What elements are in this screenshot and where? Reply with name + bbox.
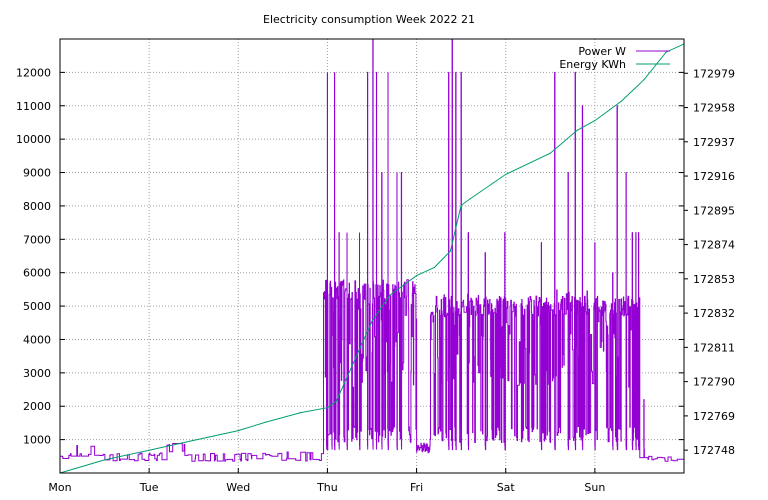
energy-point	[594, 119, 596, 122]
energy-line	[59, 43, 685, 474]
y-left-tick-label: 3000	[23, 367, 51, 380]
energy-point	[371, 320, 373, 322]
y-right-tick-label: 172832	[693, 307, 735, 320]
y-right-tick-label: 172937	[693, 136, 735, 149]
energy-point	[576, 129, 578, 131]
energy-point	[300, 412, 302, 414]
y-left-tick-label: 9000	[23, 167, 51, 180]
series-power	[60, 38, 684, 462]
y-right-tick-label: 172916	[693, 170, 735, 183]
power-line	[60, 38, 684, 462]
energy-point	[621, 100, 623, 102]
y-right-tick-label: 172895	[693, 204, 735, 217]
legend: Power W Energy KWh	[559, 45, 670, 71]
energy-point	[264, 421, 266, 424]
energy-point	[643, 79, 645, 81]
y-right-tick-label: 172958	[693, 102, 735, 115]
y-left-tick-label: 6000	[23, 267, 51, 280]
y-left-tick-label: 4000	[23, 333, 51, 346]
y-right-axis: 172748 172769 172790 172811 172832 172853 1728…	[684, 67, 735, 457]
legend-label-power: Power W	[578, 45, 626, 58]
energy-point	[460, 204, 462, 207]
y-right-tick-label: 172874	[693, 239, 735, 252]
y-right-tick-label: 172853	[693, 273, 735, 286]
x-tick-label: Thu	[316, 481, 338, 494]
x-axis: Mon Tue Wed Thu Fri Sat Sun	[48, 468, 605, 494]
chart-title: Electricity consumption Week 2022 21	[263, 13, 475, 26]
y-left-tick-label: 10000	[16, 133, 51, 146]
y-right-tick-label: 172769	[693, 410, 735, 423]
energy-point	[335, 400, 337, 402]
y-left-tick-label: 1000	[23, 434, 51, 447]
plot-frame	[59, 38, 685, 474]
y-right-tick-label: 172979	[693, 67, 735, 80]
energy-point	[193, 439, 195, 441]
x-tick-label: Tue	[139, 481, 159, 494]
energy-point	[326, 407, 329, 409]
energy-point	[505, 173, 507, 176]
x-tick-label: Sun	[584, 481, 605, 494]
y-left-tick-label: 5000	[23, 300, 51, 313]
energy-point	[148, 449, 150, 451]
y-left-tick-label: 8000	[23, 200, 51, 213]
y-left-tick-label: 12000	[16, 66, 51, 79]
energy-point	[469, 198, 471, 200]
energy-point	[433, 266, 435, 269]
y-right-tick-label: 172790	[693, 376, 735, 389]
y-left-tick-label: 2000	[23, 400, 51, 413]
energy-point	[389, 294, 391, 296]
y-right-tick-label: 172811	[693, 341, 735, 354]
energy-point	[103, 459, 106, 461]
energy-point	[415, 274, 418, 277]
energy-point	[665, 51, 667, 53]
energy-point	[449, 250, 452, 252]
y-right-tick-label: 172748	[693, 444, 735, 457]
x-tick-label: Sat	[497, 481, 516, 494]
x-tick-label: Mon	[48, 481, 71, 494]
x-tick-label: Wed	[226, 481, 250, 494]
y-left-tick-label: 7000	[23, 233, 51, 246]
y-left-axis: 1000 2000 3000 4000 5000 6000 7000 8000 9000 1000…	[16, 66, 684, 447]
legend-label-energy: Energy KWh	[559, 58, 626, 71]
energy-point	[549, 152, 551, 154]
y-left-tick-label: 11000	[16, 100, 51, 113]
energy-point	[237, 429, 239, 432]
x-tick-label: Fri	[410, 481, 423, 494]
